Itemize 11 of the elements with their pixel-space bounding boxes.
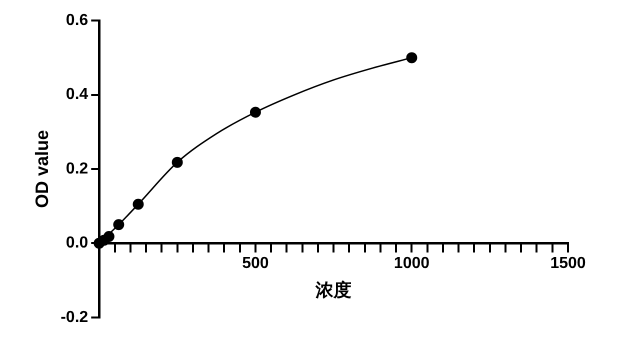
x-tick-label: 500 bbox=[242, 255, 269, 272]
y-tick-label: 0.6 bbox=[66, 12, 88, 30]
y-tick-label: 0.0 bbox=[66, 234, 88, 252]
point bbox=[406, 52, 418, 64]
y-tick-label: 0.2 bbox=[66, 160, 88, 178]
x-tick-label: 1000 bbox=[394, 255, 430, 272]
y-tick-label: 0.4 bbox=[66, 86, 88, 104]
x-axis-title: 浓度 bbox=[314, 280, 352, 300]
y-axis-title: OD value bbox=[32, 130, 52, 208]
x-tick-label: 1500 bbox=[550, 255, 586, 272]
y-tick-label: -0.2 bbox=[60, 308, 88, 326]
